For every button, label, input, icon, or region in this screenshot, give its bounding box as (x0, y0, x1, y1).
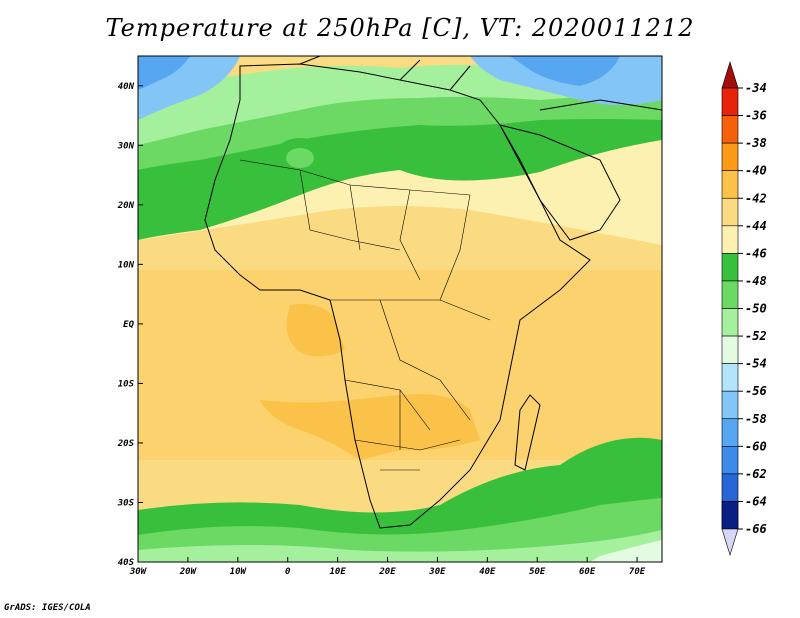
lon-tick-label: 30E (428, 567, 446, 577)
lon-tick-label: 70E (629, 567, 646, 577)
lat-tick-label: 30N (117, 141, 135, 151)
lon-tick-label: 20E (378, 567, 396, 577)
field-band-south-pale (590, 540, 662, 562)
legend-label: -48 (745, 274, 767, 288)
longitude-axis: 30W 20W 10W 0 10E 20E 30E 40E 50E 60E 70E (129, 557, 646, 577)
latitude-axis: 40N 30N 20N 10N EQ 10S 20S 30S 40S (117, 82, 143, 568)
field-patch-congo (286, 303, 345, 357)
legend-label: -46 (745, 246, 767, 260)
legend-label: -62 (745, 467, 767, 481)
lon-tick-label: 20W (179, 567, 198, 577)
legend-swatch (721, 501, 739, 530)
legend-label: -58 (745, 412, 767, 426)
legend-label: -52 (745, 329, 767, 343)
legend-swatch (721, 418, 739, 447)
madagascar-coastline (514, 394, 541, 471)
plot-frame (137, 55, 663, 563)
legend-swatch (721, 115, 739, 144)
legend-swatch (721, 253, 739, 282)
lat-tick-label: 20N (117, 201, 135, 211)
lat-tick-label: 20S (117, 439, 135, 449)
legend-label: -56 (745, 384, 767, 398)
legend-label: -42 (745, 191, 767, 205)
legend-label: -50 (745, 302, 767, 316)
lat-tick-label: EQ (123, 320, 134, 330)
legend-swatch (721, 170, 739, 199)
lat-tick-label: 10S (118, 379, 135, 389)
legend-swatch (721, 308, 739, 337)
legend-swatch (721, 280, 739, 309)
lon-tick-label: 30W (129, 567, 148, 577)
field-band-south-verylight (138, 530, 662, 562)
legend-label: -38 (745, 136, 767, 150)
legend-swatch (721, 390, 739, 420)
color-legend: -34 -36 -38 -40 -42 -44 -46 -48 -50 -52 -54 -56 -58 -… (721, 60, 767, 557)
africa-coastline (204, 63, 591, 529)
coastlines (204, 56, 662, 529)
legend-label: -36 (745, 109, 767, 123)
legend-swatch (721, 473, 739, 502)
legend-label: -64 (745, 494, 767, 508)
lon-tick-label: 0 (285, 567, 291, 577)
legend-label: -44 (745, 219, 767, 233)
lon-tick-label: 40E (479, 567, 496, 577)
lat-tick-label: 10N (118, 260, 135, 270)
map-title: Temperature at 250hPa [C], VT: 202001121… (105, 14, 695, 42)
lon-tick-label: 50E (529, 567, 546, 577)
legend-label: -34 (745, 81, 767, 95)
legend-label: -60 (745, 439, 767, 453)
legend-label: -66 (745, 522, 767, 536)
arabia-coastline (499, 124, 621, 241)
field-nw-darkblue (138, 56, 190, 90)
field-swirl-inner (286, 148, 314, 168)
field-ne-darkblue (510, 56, 620, 86)
field-patch-south (260, 394, 480, 460)
grads-credit: GrADS: IGES/COLA (4, 603, 91, 613)
lon-tick-label: 60E (579, 567, 596, 577)
legend-swatch (721, 197, 739, 227)
legend-bottom-arrow (721, 528, 739, 557)
lon-tick-label: 10E (329, 567, 346, 577)
legend-swatch (721, 335, 739, 364)
lon-tick-label: 10W (230, 567, 248, 577)
europe-asia-coastline (299, 56, 662, 111)
legend-label: -40 (745, 164, 767, 178)
lat-tick-label: 40N (118, 82, 135, 92)
legend-swatch (721, 142, 739, 171)
legend-swatch (721, 446, 739, 475)
lat-tick-label: 40S (118, 558, 135, 568)
legend-label: -54 (745, 357, 767, 371)
legend-top-arrow (721, 60, 739, 89)
temperature-field (138, 56, 662, 562)
legend-swatch (721, 87, 739, 116)
lat-tick-label: 30S (117, 498, 135, 508)
legend-swatch (721, 363, 739, 392)
legend-swatch (721, 225, 739, 254)
country-borders (239, 159, 491, 471)
